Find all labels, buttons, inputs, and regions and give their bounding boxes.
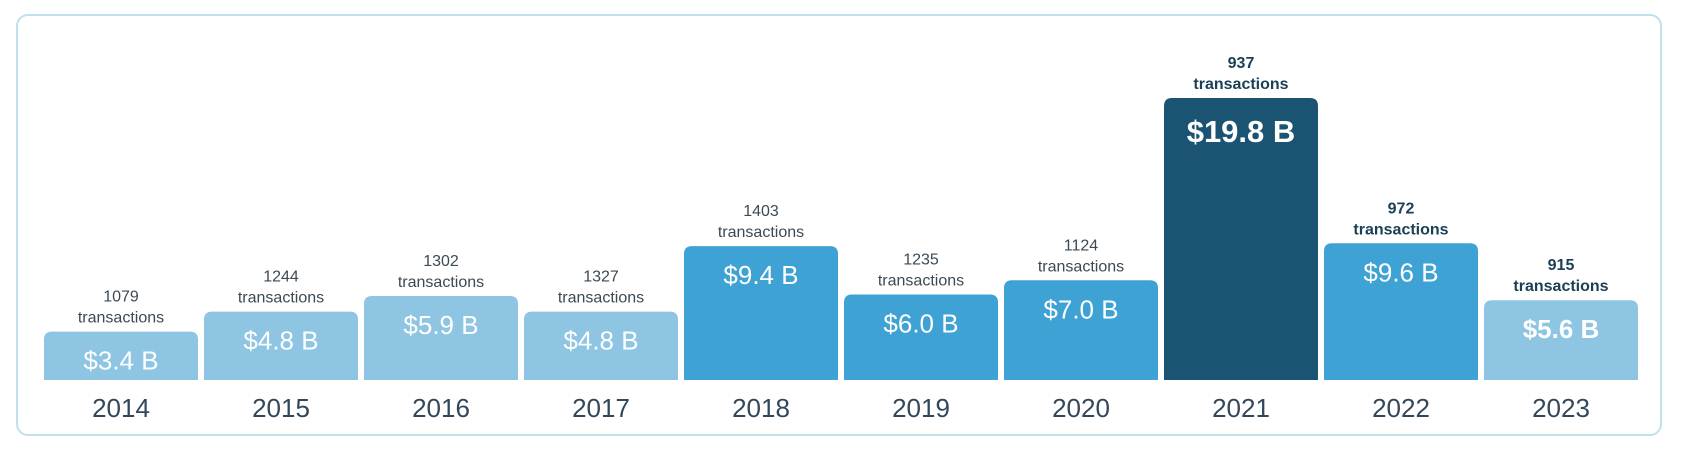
bar-value-label: $4.8 B — [563, 326, 638, 356]
transaction-count-label: 937 — [1228, 55, 1255, 72]
bar-value-label: $7.0 B — [1043, 294, 1118, 324]
bar-2018 — [684, 246, 838, 380]
bar-value-label: $5.6 B — [1523, 314, 1600, 344]
bar-2021 — [1164, 98, 1318, 380]
bar-2023 — [1484, 300, 1638, 380]
bar-2017 — [524, 311, 678, 380]
bar-value-label: $9.6 B — [1363, 257, 1438, 287]
x-tick-label: 2018 — [732, 393, 790, 423]
transaction-count-label: 1302 — [423, 253, 459, 270]
transaction-unit-label: transactions — [1193, 76, 1288, 93]
x-tick-label: 2019 — [892, 393, 950, 423]
transaction-unit-label: transactions — [1513, 278, 1608, 295]
x-tick-label: 2017 — [572, 393, 630, 423]
transaction-count-label: 1403 — [743, 203, 779, 220]
bar-2019 — [844, 294, 998, 380]
bar-2022 — [1324, 243, 1478, 380]
x-tick-label: 2016 — [412, 393, 470, 423]
transaction-count-label: 1327 — [583, 269, 619, 286]
bar-value-label: $5.9 B — [403, 310, 478, 340]
transaction-count-label: 972 — [1388, 200, 1415, 217]
transaction-count-label: 1244 — [263, 269, 299, 286]
transaction-unit-label: transactions — [238, 290, 324, 307]
bar-value-label: $4.8 B — [243, 326, 318, 356]
transaction-unit-label: transactions — [1353, 221, 1448, 238]
bar-value-label: $9.4 B — [723, 260, 798, 290]
bar-2016 — [364, 295, 518, 380]
transaction-unit-label: transactions — [718, 224, 804, 241]
transaction-unit-label: transactions — [878, 273, 964, 290]
x-tick-label: 2014 — [92, 393, 150, 423]
transaction-count-label: 1235 — [903, 252, 939, 269]
x-tick-label: 2020 — [1052, 393, 1110, 423]
x-tick-label: 2023 — [1532, 393, 1590, 423]
bar-2014 — [44, 331, 198, 380]
transaction-unit-label: transactions — [558, 290, 644, 307]
x-tick-label: 2022 — [1372, 393, 1430, 423]
transaction-count-label: 1079 — [103, 289, 139, 306]
transaction-count-label: 1124 — [1064, 237, 1099, 254]
x-tick-label: 2021 — [1212, 393, 1270, 423]
x-tick-label: 2015 — [252, 393, 310, 423]
bar-value-label: $6.0 B — [883, 309, 958, 339]
transaction-unit-label: transactions — [1038, 258, 1124, 275]
bar-value-label: $19.8 B — [1187, 114, 1296, 149]
transaction-unit-label: transactions — [78, 310, 164, 327]
bar-2015 — [204, 311, 358, 380]
transaction-count-label: 915 — [1548, 257, 1575, 274]
bar-value-label: $3.4 B — [83, 346, 158, 376]
bar-2020 — [1004, 280, 1158, 380]
transaction-unit-label: transactions — [398, 274, 484, 291]
